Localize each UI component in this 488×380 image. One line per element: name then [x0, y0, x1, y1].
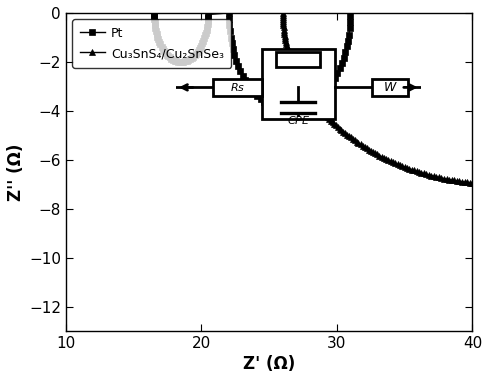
Cu₃SnS₄/Cu₂SnSe₃: [289, 62, 295, 66]
Pt: [287, 109, 293, 113]
Pt: [235, 63, 241, 68]
Cu₃SnS₄/Cu₂SnSe₃: [279, 11, 285, 15]
Cu₃SnS₄/Cu₂SnSe₃: [468, 180, 474, 185]
Pt: [168, 56, 174, 61]
Line: Cu₃SnS₄/Cu₂SnSe₃: Cu₃SnS₄/Cu₂SnSe₃: [279, 10, 475, 186]
Text: $\mathit{Rct}$: $\mathit{Rct}$: [287, 54, 308, 66]
Pt: [340, 55, 346, 60]
Bar: [212, 79, 261, 96]
Pt: [175, 59, 181, 64]
Cu₃SnS₄/Cu₂SnSe₃: [406, 166, 411, 171]
Pt: [151, 11, 157, 15]
Pt: [345, 38, 350, 43]
Legend: Pt, Cu₃SnS₄/Cu₂SnSe₃: Pt, Cu₃SnS₄/Cu₂SnSe₃: [72, 19, 231, 68]
Pt: [347, 14, 353, 18]
Text: $\mathit{Rs}$: $\mathit{Rs}$: [229, 81, 244, 93]
Bar: [261, 49, 334, 119]
Cu₃SnS₄/Cu₂SnSe₃: [345, 134, 351, 138]
Text: $\mathit{CPE}$: $\mathit{CPE}$: [286, 114, 309, 127]
Line: Pt: Pt: [151, 10, 353, 114]
Pt: [225, 17, 231, 21]
Y-axis label: Z'' (Ω): Z'' (Ω): [7, 143, 25, 201]
Bar: [371, 79, 407, 96]
Cu₃SnS₄/Cu₂SnSe₃: [295, 76, 301, 80]
Bar: [276, 52, 320, 67]
Text: $\mathit{W}$: $\mathit{W}$: [382, 81, 397, 94]
X-axis label: Z' (Ω): Z' (Ω): [243, 355, 295, 373]
Cu₃SnS₄/Cu₂SnSe₃: [458, 179, 464, 184]
Cu₃SnS₄/Cu₂SnSe₃: [378, 154, 384, 159]
